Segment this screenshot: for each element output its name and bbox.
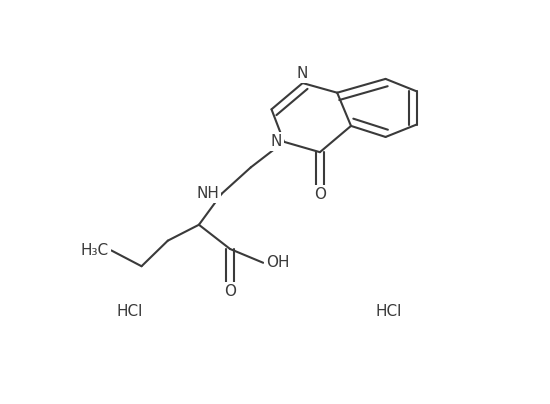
Text: O: O xyxy=(314,187,326,202)
Text: N: N xyxy=(271,134,282,149)
Text: NH: NH xyxy=(196,186,219,201)
Text: O: O xyxy=(224,284,236,299)
Text: HCl: HCl xyxy=(376,304,402,319)
Text: OH: OH xyxy=(266,255,289,270)
Text: HCl: HCl xyxy=(117,304,143,319)
Text: H₃C: H₃C xyxy=(80,243,108,258)
Text: N: N xyxy=(297,66,309,81)
